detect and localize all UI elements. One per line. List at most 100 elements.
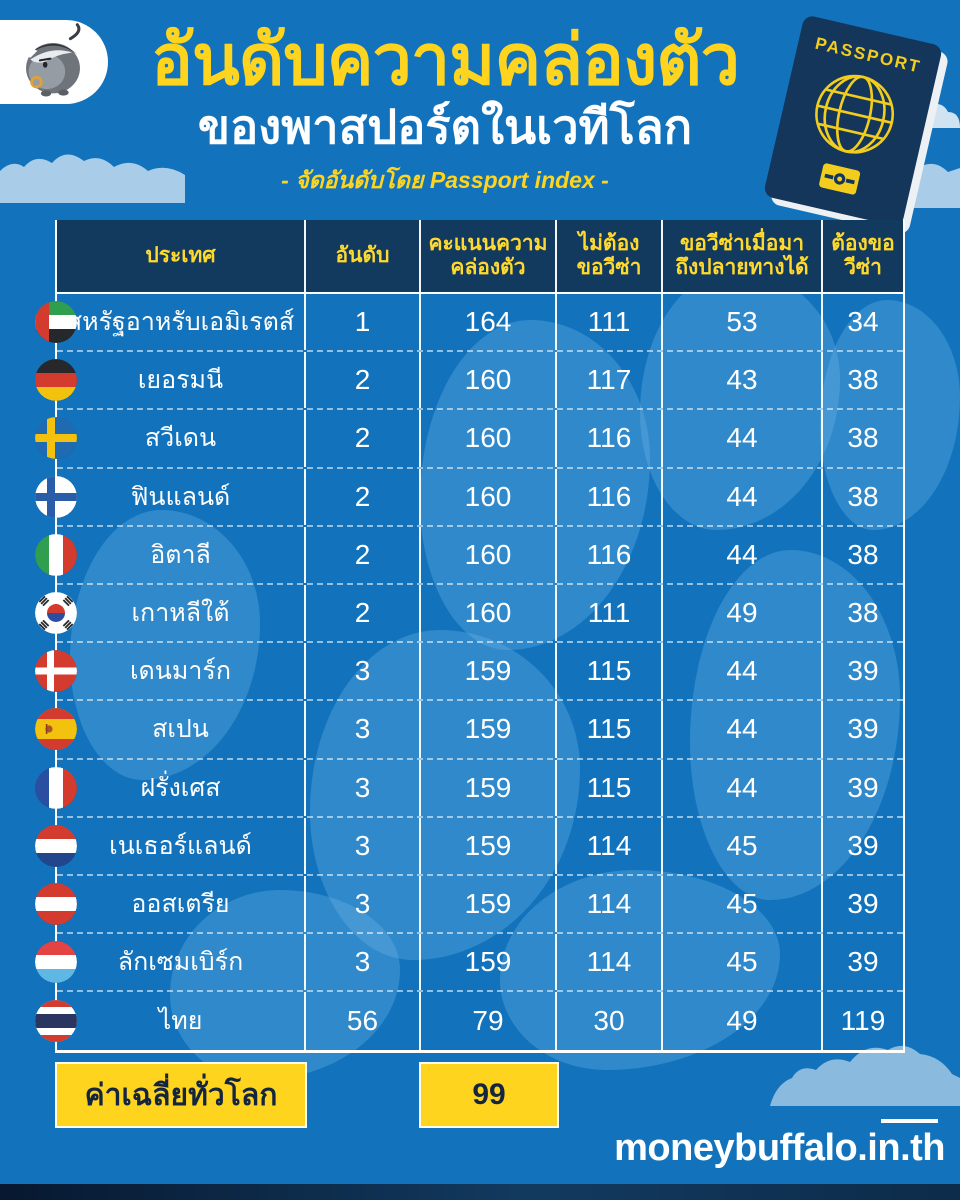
visa-free-value: 116 xyxy=(557,468,663,525)
score-value: 79 xyxy=(421,992,557,1051)
table-row: สหรัฐอาหรับเอมิเรตส์ 1 164 111 53 34 xyxy=(35,294,903,353)
column-header: ต้องขอ วีซ่า xyxy=(831,231,895,279)
visa-on-arrival-value: 43 xyxy=(663,352,823,409)
country-name: เดนมาร์ก xyxy=(57,643,306,700)
column-header: ไม่ต้อง ขอวีซ่า xyxy=(557,220,663,292)
rank-value: 3 xyxy=(306,759,421,816)
country-name: อิตาลี xyxy=(57,526,306,583)
country-name: ออสเตรีย xyxy=(57,875,306,933)
country-name: สวีเดน xyxy=(57,410,306,467)
table-row: อิตาลี 2 160 116 44 38 xyxy=(35,526,903,585)
country-name: สเปน xyxy=(57,701,306,758)
visa-free-value: 115 xyxy=(557,643,663,700)
table-header: ประเทศ อันดับ คะแนนความ คล่องตัว ไม่ต้อง ขอ… xyxy=(55,220,905,294)
finland-flag-icon xyxy=(35,475,77,518)
cloud-left xyxy=(0,154,185,203)
footer-bar xyxy=(0,1184,960,1200)
rank-value: 2 xyxy=(306,352,421,409)
sweden-flag-icon xyxy=(35,417,77,460)
austria-flag-icon xyxy=(35,882,77,925)
rank-value: 2 xyxy=(306,584,421,642)
column-header: ขอวีซ่าเมื่อมา ถึงปลายทางได้ xyxy=(663,220,823,292)
passport-ranking-table: ประเทศ อันดับ คะแนนความ คล่องตัว ไม่ต้อง ขอ… xyxy=(35,220,905,1054)
south-korea-flag-icon xyxy=(35,592,77,635)
germany-flag-icon xyxy=(35,359,77,402)
rank-value: 2 xyxy=(306,526,421,583)
world-average-value: 99 xyxy=(419,1062,559,1128)
visa-free-value: 111 xyxy=(557,584,663,642)
country-name: สหรัฐอาหรับเอมิเรตส์ xyxy=(57,294,306,351)
visa-free-value: 116 xyxy=(557,410,663,467)
visa-required-value: 38 xyxy=(847,538,879,570)
visa-required-value: 38 xyxy=(847,422,879,454)
denmark-flag-icon xyxy=(35,650,77,693)
rank-value: 3 xyxy=(306,643,421,700)
score-value: 159 xyxy=(421,701,557,758)
visa-free-value: 114 xyxy=(557,875,663,933)
rank-value: 56 xyxy=(306,992,421,1051)
table-row: เกาหลีใต้ 2 160 111 49 38 xyxy=(35,584,903,644)
italy-flag-icon xyxy=(35,533,77,576)
visa-free-value: 111 xyxy=(557,294,663,351)
world-average-label: ค่าเฉลี่ยทั่วโลก xyxy=(55,1062,307,1128)
rank-value: 3 xyxy=(306,701,421,758)
visa-free-value: 117 xyxy=(557,352,663,409)
table-row: ลักเซมเบิร์ก 3 159 114 45 39 xyxy=(35,934,903,993)
footer-accent-line xyxy=(881,1119,938,1123)
spain-flag-icon xyxy=(35,708,77,751)
page-title: อันดับความคล่องตัว xyxy=(150,21,740,99)
table-row: ไทย 56 79 30 49 119 xyxy=(35,992,903,1051)
visa-required-value: 38 xyxy=(847,480,879,512)
country-name: เยอรมนี xyxy=(57,352,306,409)
table-row: เนเธอร์แลนด์ 3 159 114 45 39 xyxy=(35,817,903,876)
score-value: 159 xyxy=(421,643,557,700)
website-url: moneybuffalo.in.th xyxy=(614,1127,945,1169)
passport-cover: PASSPORT xyxy=(762,14,944,228)
score-value: 164 xyxy=(421,294,557,351)
score-value: 160 xyxy=(421,352,557,409)
score-value: 159 xyxy=(421,759,557,816)
page-subtitle: ของพาสปอร์ตในเวทีโลก xyxy=(197,100,693,153)
column-header: คะแนนความ คล่องตัว xyxy=(421,220,557,292)
rank-value: 2 xyxy=(306,468,421,525)
score-value: 160 xyxy=(421,526,557,583)
country-name: เกาหลีใต้ xyxy=(57,584,306,642)
netherlands-flag-icon xyxy=(35,824,77,867)
visa-on-arrival-value: 49 xyxy=(663,584,823,642)
france-flag-icon xyxy=(35,766,77,809)
visa-free-value: 116 xyxy=(557,526,663,583)
score-value: 159 xyxy=(421,875,557,933)
visa-required-value: 34 xyxy=(847,306,879,338)
rank-value: 1 xyxy=(306,294,421,351)
buffalo-icon xyxy=(14,23,81,97)
biometric-chip-icon xyxy=(819,163,861,195)
visa-on-arrival-value: 44 xyxy=(663,410,823,467)
visa-on-arrival-value: 45 xyxy=(663,934,823,991)
source-tagline: - จัดอันดับโดย Passport index - xyxy=(281,166,609,193)
visa-required-value: 38 xyxy=(847,597,879,629)
visa-required-value: 39 xyxy=(847,713,879,745)
visa-on-arrival-value: 45 xyxy=(663,875,823,933)
visa-on-arrival-value: 44 xyxy=(663,526,823,583)
visa-on-arrival-value: 49 xyxy=(663,992,823,1051)
country-name: ลักเซมเบิร์ก xyxy=(57,934,306,991)
country-name: เนเธอร์แลนด์ xyxy=(57,817,306,874)
rank-value: 3 xyxy=(306,817,421,874)
table-row: สเปน 3 159 115 44 39 xyxy=(35,701,903,760)
globe-icon xyxy=(815,74,895,154)
luxembourg-flag-icon xyxy=(35,941,77,984)
visa-required-value: 38 xyxy=(847,364,879,396)
visa-free-value: 115 xyxy=(557,759,663,816)
score-value: 159 xyxy=(421,934,557,991)
country-name: ไทย xyxy=(57,992,306,1051)
country-name: ฝรั่งเศส xyxy=(57,759,306,816)
score-value: 159 xyxy=(421,817,557,874)
country-name: ฟินแลนด์ xyxy=(57,468,306,525)
visa-required-value: 39 xyxy=(847,829,879,861)
column-header: ประเทศ xyxy=(57,220,306,292)
visa-required-value: 119 xyxy=(840,1005,886,1037)
visa-free-value: 30 xyxy=(557,992,663,1051)
score-value: 160 xyxy=(421,584,557,642)
visa-on-arrival-value: 44 xyxy=(663,468,823,525)
visa-on-arrival-value: 53 xyxy=(663,294,823,351)
